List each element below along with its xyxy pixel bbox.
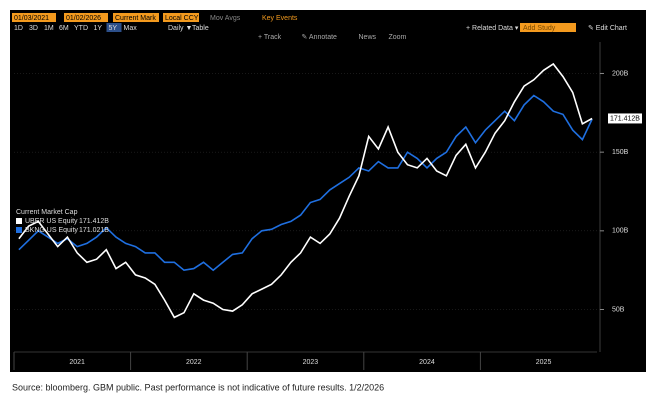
chart-tool[interactable]: ✎ Annotate — [302, 34, 338, 41]
period-button[interactable]: 1M — [44, 25, 54, 32]
period-button[interactable]: YTD — [74, 25, 88, 32]
related-data[interactable]: + Related Data ▾ — [466, 25, 519, 32]
x-tick-label: 2023 — [303, 359, 319, 366]
y-tick-label: 150B — [612, 149, 629, 156]
period-button[interactable]: 3D — [29, 25, 38, 32]
footer: Source: bloomberg. GBM public. Past perf… — [12, 382, 384, 392]
currency-select[interactable] — [163, 13, 199, 22]
date-field[interactable] — [64, 13, 108, 22]
legend-title: Current Market Cap — [16, 209, 78, 216]
series-line — [18, 94, 593, 272]
legend-name: UBER US Equity — [25, 218, 78, 225]
mov-avgs[interactable]: Mov Avgs — [210, 15, 241, 22]
field[interactable]: Current Mark — [115, 15, 156, 22]
x-tick-label: 2021 — [69, 359, 85, 366]
y-tick-label: 100B — [612, 228, 629, 235]
period-button[interactable]: 5Y — [109, 25, 118, 32]
date-field[interactable] — [12, 13, 56, 22]
currency[interactable]: Local CCY — [165, 15, 199, 22]
chart-tool[interactable]: + Track — [258, 34, 282, 41]
chart-tool[interactable]: News — [359, 34, 377, 41]
period-button[interactable]: Max — [124, 25, 138, 32]
add-study-field[interactable] — [520, 23, 576, 32]
last-value-label: 171.412B — [610, 115, 640, 122]
x-tick-label: 2024 — [419, 359, 435, 366]
period-button[interactable]: 1D — [14, 25, 23, 32]
end-date[interactable]: 01/02/2026 — [66, 15, 101, 22]
legend-value: 171.412B — [79, 218, 109, 225]
period-active — [106, 23, 122, 32]
y-tick-label: 200B — [612, 70, 629, 77]
legend-name: BKNG US Equity — [25, 227, 78, 234]
y-tick-label: 50B — [612, 306, 625, 313]
start-date[interactable]: 01/03/2021 — [14, 15, 49, 22]
frequency[interactable]: Daily ▼ — [168, 25, 192, 32]
add-study[interactable]: Add Study — [523, 25, 556, 32]
table[interactable]: Table — [192, 25, 209, 32]
field-select[interactable] — [113, 13, 159, 22]
edit-chart[interactable]: ✎ Edit Chart — [588, 25, 627, 32]
legend-value: 171.021B — [79, 227, 109, 234]
series-line — [18, 62, 593, 319]
x-tick-label: 2022 — [186, 359, 202, 366]
period-button[interactable]: 6M — [59, 25, 69, 32]
legend-swatch — [16, 227, 22, 233]
chart-tool[interactable]: Zoom — [389, 34, 407, 41]
legend-swatch — [16, 218, 22, 224]
period-button[interactable]: 1Y — [94, 25, 103, 32]
last-value-tag — [608, 113, 642, 124]
x-tick-label: 2025 — [536, 359, 552, 366]
key-events[interactable]: Key Events — [262, 15, 298, 22]
